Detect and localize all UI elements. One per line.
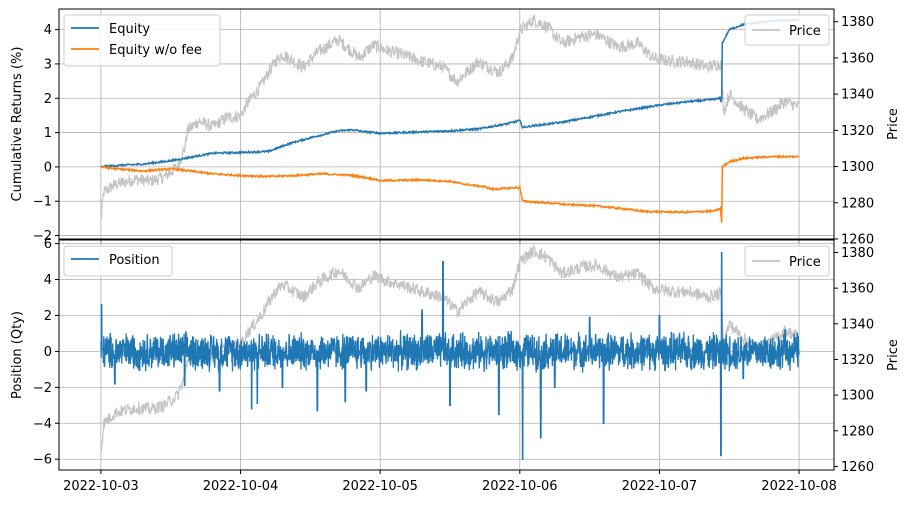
legend-left: Equity Equity w/o fee [63,14,221,67]
y2-tick-label: 1340 [841,88,874,103]
legend-label: Equity [109,22,150,37]
legend-label: Price [789,24,821,39]
y-tick-label: 1 [44,126,52,141]
y-tick-label: 2 [44,92,52,107]
y2-tick-label: 1300 [841,160,874,175]
equity-line [100,18,800,169]
y-tick-label: 4 [44,273,52,288]
y2-tick-label: 1360 [841,51,874,66]
legend-right: Price [744,14,830,46]
plot-area [100,243,800,460]
y-tick-label: −2 [33,229,52,244]
x-tick-label: 2022-10-08 [761,479,837,494]
legend-right: Price [744,245,830,277]
y-tick-label: 2 [44,309,52,324]
position-line [100,251,800,460]
x-tick-label: 2022-10-06 [482,479,558,494]
y-tick-label: −6 [33,453,52,468]
y-tick-label: −1 [33,195,52,210]
axes-frame [58,8,835,240]
top-panel-equity: −2 −1 0 1 2 3 4 1260 1280 1300 1320 1340 1360 1380 Cum… [10,8,901,248]
x-tick-label: 2022-10-07 [622,479,698,494]
y-tick-label: 0 [44,160,52,175]
legend-label: Position [109,253,160,268]
y-tick-label: −2 [33,381,52,396]
y2-tick-label: 1380 [841,246,874,261]
x-tick-label: 2022-10-04 [203,479,279,494]
legend-label: Equity w/o fee [109,43,202,58]
y2-tick-label: 1260 [841,233,874,248]
plot-area [100,14,800,223]
y2-tick-label: 1320 [841,353,874,368]
y-axis-label: Cumulative Returns (%) [10,47,25,202]
x-tick-label: 2022-10-03 [63,479,139,494]
legend-box [63,245,173,277]
y2-tick-label: 1280 [841,424,874,439]
legend-left: Position [63,245,173,277]
legend-box [744,245,830,277]
y2-axis-label: Price [886,108,901,140]
y2-tick-label: 1300 [841,389,874,404]
y-tick-label: 4 [44,23,52,38]
legend-box [744,14,830,46]
y-axis-label: Position (Qty) [10,311,25,399]
y-tick-label: −4 [33,417,52,432]
y2-tick-label: 1380 [841,15,874,30]
equity-wo-fee-line [100,154,800,223]
y-tick-label: 6 [44,237,52,252]
y2-tick-label: 1340 [841,317,874,332]
y2-tick-label: 1280 [841,196,874,211]
bottom-panel-position: −6 −4 −2 0 2 4 6 1260 1280 1300 1320 1340 1360 1380 20… [10,237,901,494]
x-tick-label: 2022-10-05 [342,479,418,494]
legend-box [63,14,221,67]
axes-frame [58,239,835,471]
y2-tick-label: 1320 [841,124,874,139]
y2-tick-label: 1260 [841,460,874,475]
y2-axis-label: Price [886,339,901,371]
y-tick-label: 3 [44,57,52,72]
price-line [100,14,800,220]
y2-tick-label: 1360 [841,282,874,297]
y-tick-label: 0 [44,345,52,360]
legend-label: Price [789,255,821,270]
